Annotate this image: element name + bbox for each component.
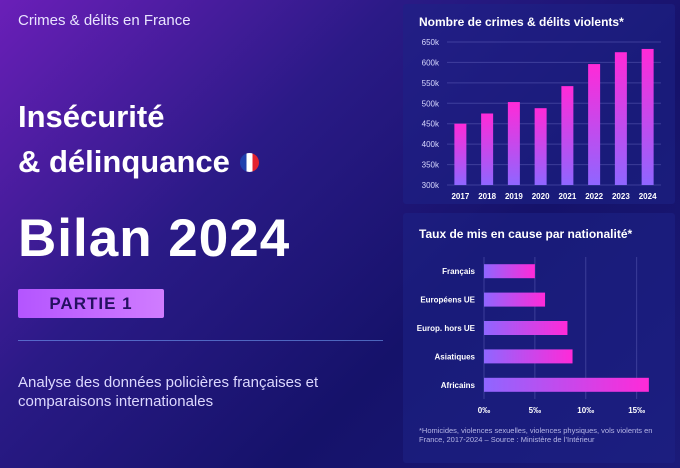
bar-Asiatiques bbox=[484, 349, 573, 364]
y-tick-label: 450k bbox=[422, 120, 440, 129]
x-tick-label: 5‰ bbox=[529, 406, 541, 415]
y-tick-label: 500k bbox=[422, 99, 440, 108]
x-tick-label: 2024 bbox=[639, 192, 657, 201]
nationality-bar-chart: 0‰ 5‰ 10‰ 15‰ Français Européens UE Europ. hor… bbox=[417, 257, 649, 415]
x-tick-label: 2018 bbox=[478, 192, 496, 201]
y-category-label: Européens UE bbox=[420, 296, 475, 305]
y-tick-label: 300k bbox=[422, 181, 440, 190]
y-tick-label: 650k bbox=[422, 38, 440, 47]
title-line-2: & délinquance bbox=[18, 143, 259, 181]
eyebrow-label: Crimes & délits en France bbox=[18, 12, 191, 29]
title-line-2-text: & délinquance bbox=[18, 144, 230, 179]
partie-badge: PARTIE 1 bbox=[18, 289, 164, 318]
bar-2019 bbox=[507, 102, 520, 185]
french-flag-icon bbox=[239, 152, 259, 172]
violent-crimes-chart-panel: Nombre de crimes & délits violents* 300k… bbox=[403, 4, 675, 204]
bar-2023 bbox=[614, 52, 627, 185]
y-tick-label: 600k bbox=[422, 58, 440, 67]
bar-Européens UE bbox=[484, 292, 546, 307]
x-tick-label: 2017 bbox=[451, 192, 469, 201]
bar-2020 bbox=[534, 108, 547, 185]
bar-Français bbox=[484, 264, 535, 279]
y-tick-label: 550k bbox=[422, 79, 440, 88]
nationality-chart-panel: Taux de mis en cause par nationalité* 0‰… bbox=[403, 213, 675, 463]
y-tick-label: 350k bbox=[422, 161, 440, 170]
description-text: Analyse des données policières française… bbox=[18, 374, 319, 410]
x-tick-label: 2020 bbox=[532, 192, 550, 201]
violent-crimes-chart-title: Nombre de crimes & délits violents* bbox=[419, 15, 624, 29]
x-tick-label: 10‰ bbox=[577, 406, 594, 415]
bar-Africains bbox=[484, 377, 649, 392]
x-tick-label: 0‰ bbox=[478, 406, 490, 415]
bar-2018 bbox=[481, 113, 494, 185]
bar-2017 bbox=[454, 123, 467, 185]
y-category-label: Europ. hors UE bbox=[417, 324, 476, 333]
y-category-label: Français bbox=[442, 267, 475, 276]
y-category-label: Africains bbox=[441, 381, 476, 390]
title-line-1: Insécurité bbox=[18, 99, 165, 134]
cover-panel: Crimes & délits en France Insécurité & d… bbox=[18, 12, 383, 410]
y-category-label: Asiatiques bbox=[435, 352, 476, 361]
nationality-chart-title: Taux de mis en cause par nationalité* bbox=[419, 227, 633, 241]
bar-2024 bbox=[641, 48, 654, 186]
x-tick-label: 2022 bbox=[585, 192, 603, 201]
bar-2021 bbox=[561, 86, 574, 185]
x-tick-label: 2021 bbox=[558, 192, 576, 201]
x-tick-label: 15‰ bbox=[628, 406, 645, 415]
x-tick-label: 2019 bbox=[505, 192, 523, 201]
x-tick-label: 2023 bbox=[612, 192, 630, 201]
chart-footnote: *Homicides, violences sexuelles, violenc… bbox=[419, 426, 653, 444]
divider bbox=[18, 340, 383, 341]
bilan-heading: Bilan 2024 bbox=[18, 209, 291, 268]
violent-crimes-bar-chart: 300k 350k 400k 450k 500k 550k 600k 650k 2017 2018… bbox=[422, 38, 661, 201]
bar-2022 bbox=[588, 64, 601, 185]
y-tick-label: 400k bbox=[422, 140, 440, 149]
bar-Europ. hors UE bbox=[484, 321, 568, 335]
